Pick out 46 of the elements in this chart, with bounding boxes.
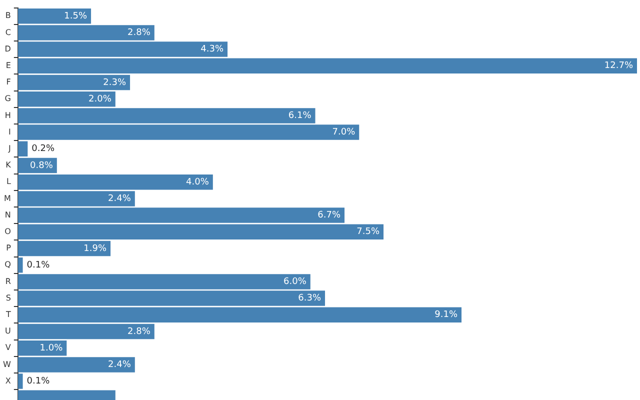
data-label: 0.2% [32, 144, 55, 154]
y-tick-label: I [8, 127, 11, 136]
y-tick-label: N [4, 210, 11, 220]
y-tick-label: M [4, 194, 12, 203]
data-label: 7.0% [332, 128, 356, 138]
data-label: 0.8% [30, 160, 54, 171]
y-tick-label: L [6, 177, 12, 186]
y-tick-label: G [4, 94, 11, 104]
y-tick-label: H [4, 110, 11, 120]
data-label: 1.5% [64, 11, 88, 22]
y-tick-label: T [5, 310, 12, 319]
data-label: 6.3% [298, 294, 322, 304]
data-label: 9.1% [434, 310, 458, 320]
data-label: 7.5% [356, 227, 380, 238]
data-label: 4.3% [200, 44, 224, 55]
y-tick-label: V [5, 343, 12, 352]
y-tick-label: J [8, 144, 11, 153]
data-label: 2.8% [128, 28, 151, 38]
y-tick-label: P [6, 244, 12, 253]
y-tick-label: K [6, 160, 12, 170]
data-label: 0.1% [26, 260, 50, 270]
data-label: 2.3% [103, 78, 126, 88]
data-label: 6.7% [318, 210, 341, 221]
y-tick-label: D [4, 44, 11, 54]
y-tick-label: S [6, 293, 11, 302]
y-tick-label: Q [4, 260, 11, 270]
data-label: 12.7% [604, 61, 634, 72]
y-tick-label: B [5, 11, 11, 20]
data-label: 2.0% [88, 94, 112, 104]
data-label: 4.0% [186, 177, 210, 188]
data-label: 6.1% [288, 111, 312, 122]
y-tick-label: O [4, 226, 11, 236]
y-tick-label: W [2, 360, 11, 369]
data-label: 2.4% [108, 360, 132, 370]
y-tick-label: F [6, 78, 12, 87]
data-label: 6.0% [284, 277, 307, 288]
data-label: 2.8% [128, 326, 151, 337]
data-label: 1.9% [84, 244, 107, 254]
data-label: 1.0% [40, 343, 64, 354]
y-tick-label: C [5, 28, 12, 37]
data-label: 0.1% [26, 376, 50, 387]
y-tick-label: U [5, 326, 12, 336]
y-tick-label: X [5, 376, 12, 386]
y-tick-label: E [6, 60, 11, 70]
y-tick-label: R [5, 276, 12, 286]
data-label: 2.4% [108, 194, 132, 204]
